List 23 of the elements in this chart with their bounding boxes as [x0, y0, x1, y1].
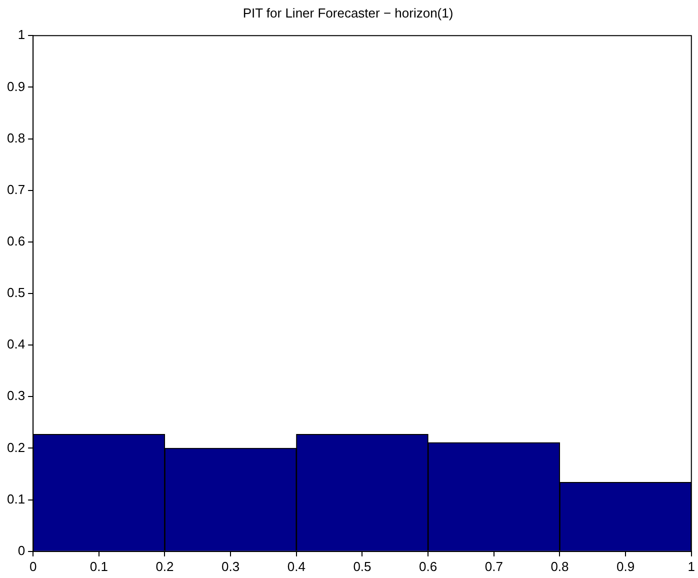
x-tick-label: 0 [29, 558, 37, 574]
x-tick-label: 0.5 [353, 558, 372, 574]
x-tick-label: 1 [688, 558, 695, 574]
y-tick-label: 1 [18, 27, 26, 42]
x-tick-label: 0.4 [287, 558, 306, 574]
x-tick-label: 0.2 [156, 558, 174, 574]
x-tick-label: 0.1 [90, 558, 108, 574]
y-tick-label: 0 [18, 542, 26, 558]
x-tick-label: 0.8 [550, 558, 569, 574]
y-tick-label: 0.6 [6, 234, 26, 248]
y-tick-label: 0.3 [6, 388, 26, 404]
y-tick-label: 0.2 [6, 440, 26, 455]
y-tick-label: 0.7 [6, 182, 26, 197]
y-tick-label: 0.9 [6, 78, 26, 94]
y-tick-label: 0.8 [6, 130, 26, 146]
y-tick-label: 0.1 [6, 491, 26, 506]
x-tick-label: 0.7 [484, 558, 503, 574]
y-tick-label: 0.4 [6, 336, 26, 352]
chart-title: PIT for Liner Forecaster − horizon(1) [242, 5, 454, 20]
x-tick-label: 0.3 [222, 558, 240, 574]
x-tick-label: 0.6 [419, 558, 438, 574]
y-tick-label: 0.5 [6, 285, 26, 300]
x-tick-label: 0.9 [616, 558, 635, 574]
